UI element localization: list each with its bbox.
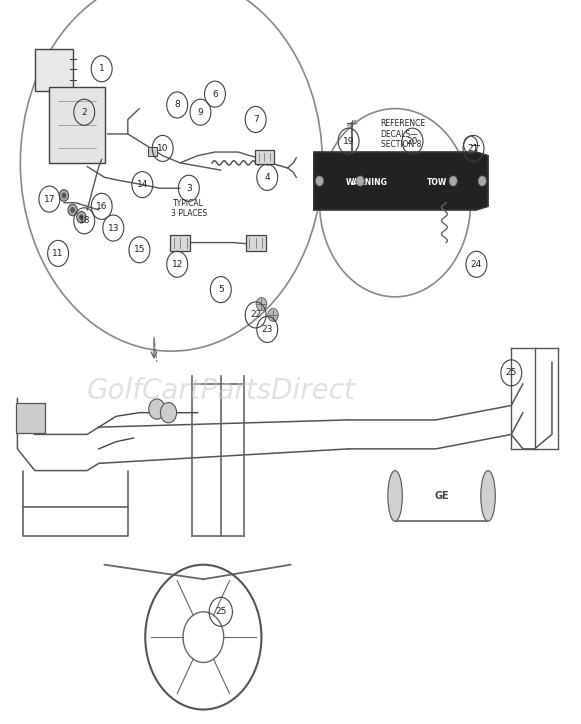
Text: 6: 6 <box>212 90 218 98</box>
Ellipse shape <box>388 471 403 521</box>
Text: 4: 4 <box>264 173 270 182</box>
Text: 18: 18 <box>78 216 90 225</box>
Text: 8: 8 <box>174 101 180 109</box>
Circle shape <box>62 193 66 198</box>
Text: 5: 5 <box>218 285 224 294</box>
Text: 11: 11 <box>52 249 64 258</box>
Ellipse shape <box>480 471 495 521</box>
Text: 16: 16 <box>96 202 107 211</box>
Text: 9: 9 <box>198 108 203 117</box>
FancyBboxPatch shape <box>49 87 105 163</box>
Circle shape <box>356 176 364 186</box>
Text: 24: 24 <box>471 260 482 269</box>
Text: WARNING: WARNING <box>346 178 388 187</box>
Circle shape <box>79 214 84 220</box>
Text: 7: 7 <box>253 115 259 124</box>
Circle shape <box>77 211 86 223</box>
Circle shape <box>315 176 324 186</box>
FancyBboxPatch shape <box>170 235 190 251</box>
Text: 21: 21 <box>468 144 479 153</box>
Text: 10: 10 <box>157 144 168 153</box>
FancyBboxPatch shape <box>35 49 73 90</box>
Circle shape <box>268 308 278 321</box>
Text: GE: GE <box>434 491 449 501</box>
Text: REFERENCE
DECALS—
SECTION 8: REFERENCE DECALS— SECTION 8 <box>381 119 426 149</box>
Text: 12: 12 <box>171 260 183 269</box>
Text: 20: 20 <box>407 137 418 146</box>
Circle shape <box>449 176 457 186</box>
Text: 1: 1 <box>99 64 105 73</box>
Text: 25: 25 <box>505 369 517 377</box>
Text: TYPICAL
3 PLACES: TYPICAL 3 PLACES <box>171 199 207 219</box>
Circle shape <box>256 298 267 311</box>
Circle shape <box>68 204 77 216</box>
Circle shape <box>160 403 177 423</box>
Text: 14: 14 <box>137 180 148 189</box>
Circle shape <box>478 176 486 186</box>
FancyBboxPatch shape <box>246 235 266 251</box>
Text: 23: 23 <box>261 325 273 334</box>
Text: 25: 25 <box>215 607 227 616</box>
FancyBboxPatch shape <box>148 147 157 156</box>
Polygon shape <box>314 152 488 210</box>
Circle shape <box>70 207 75 213</box>
Circle shape <box>59 190 69 201</box>
Text: 13: 13 <box>107 224 119 232</box>
Text: TOW: TOW <box>427 178 447 187</box>
FancyBboxPatch shape <box>255 150 274 164</box>
Text: 19: 19 <box>343 137 354 146</box>
Text: 15: 15 <box>134 245 145 254</box>
Text: GolfCartPartsDirect: GolfCartPartsDirect <box>87 377 355 405</box>
Text: 17: 17 <box>44 195 55 203</box>
Text: 22: 22 <box>250 311 261 319</box>
FancyBboxPatch shape <box>16 403 45 433</box>
Text: 2: 2 <box>81 108 87 117</box>
Circle shape <box>149 399 165 419</box>
Text: 3: 3 <box>186 184 192 193</box>
